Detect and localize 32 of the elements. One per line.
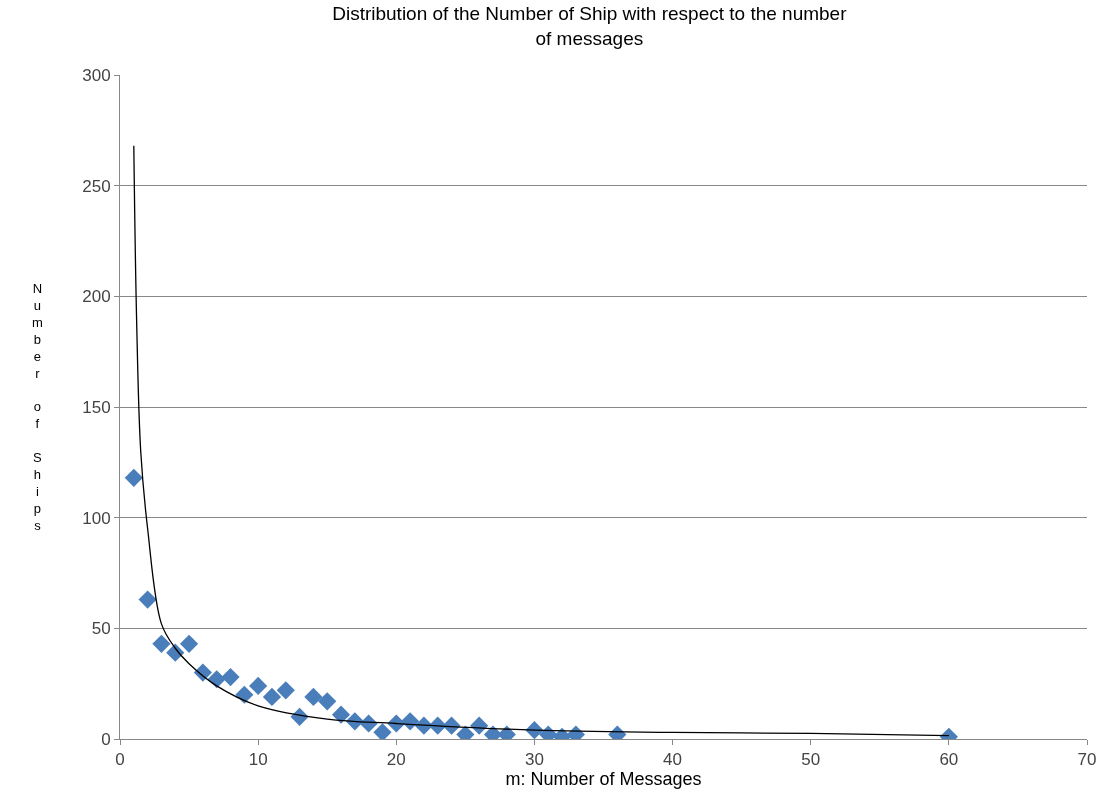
point bbox=[373, 723, 392, 739]
y-tick-label: 200 bbox=[82, 287, 111, 307]
x-tick-label: 0 bbox=[115, 750, 125, 770]
point bbox=[331, 705, 351, 724]
point bbox=[276, 681, 295, 700]
x-tick-label: 30 bbox=[524, 750, 544, 770]
point bbox=[179, 634, 199, 653]
y-tick-label: 300 bbox=[82, 65, 111, 85]
y-tick-label: 150 bbox=[82, 397, 111, 417]
x-tick-label: 70 bbox=[1077, 750, 1097, 770]
x-axis-title: m: Number of Messages bbox=[505, 769, 702, 790]
y-tick-label: 50 bbox=[91, 619, 111, 639]
point bbox=[304, 687, 323, 707]
chart-title: Distribution of the Number of Ship with respect to the number of messages bbox=[332, 2, 848, 49]
x-tick-label: 20 bbox=[386, 750, 406, 770]
y-tick-label: 250 bbox=[82, 176, 111, 196]
point bbox=[221, 667, 240, 687]
text: Number of Ships bbox=[32, 281, 43, 533]
x-tick-label: 40 bbox=[663, 750, 683, 770]
y-tick-label: 100 bbox=[82, 508, 111, 528]
y-tick-label: 0 bbox=[101, 729, 111, 749]
point bbox=[235, 685, 254, 704]
point bbox=[138, 590, 157, 609]
x-tick-label: 60 bbox=[939, 750, 959, 770]
point bbox=[152, 634, 171, 653]
x-tick-label: 10 bbox=[248, 750, 268, 770]
point bbox=[249, 676, 268, 695]
x-tick-label: 50 bbox=[801, 750, 821, 770]
point bbox=[124, 468, 143, 487]
point bbox=[166, 643, 185, 662]
point bbox=[318, 692, 337, 711]
point bbox=[262, 687, 282, 707]
